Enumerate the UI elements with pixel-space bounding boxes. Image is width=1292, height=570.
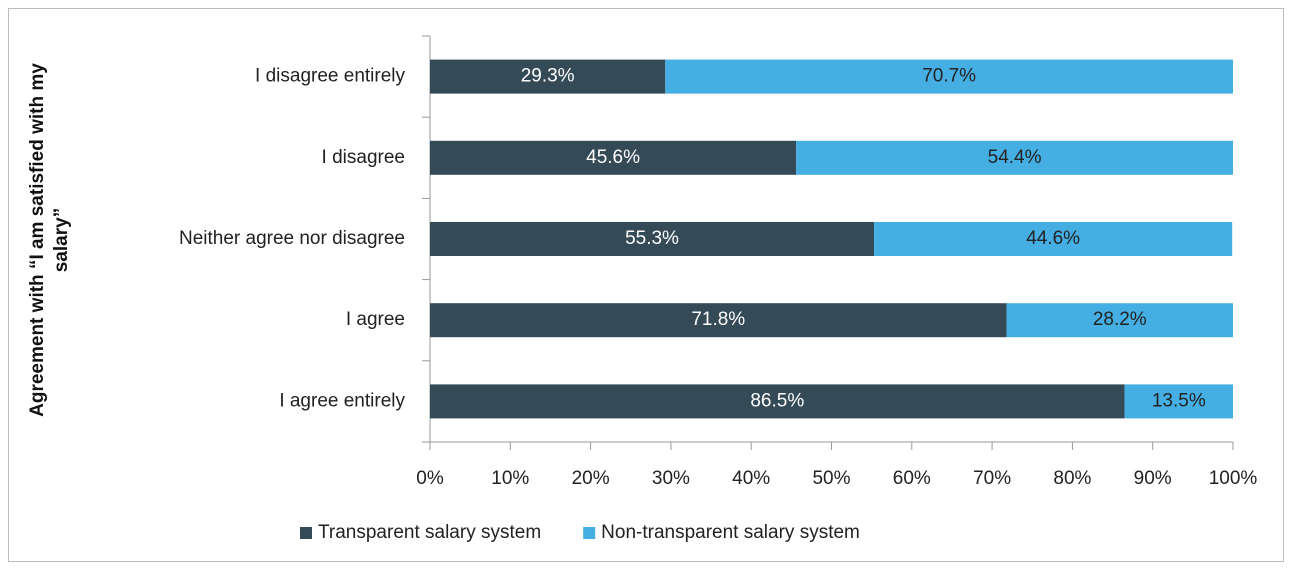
data-label: 86.5% [750, 390, 804, 411]
legend-label: Non-transparent salary system [601, 522, 860, 543]
bar-segment [430, 303, 1007, 338]
data-label: 71.8% [691, 309, 745, 330]
bar-segment [430, 384, 1125, 419]
chart-border [8, 8, 1284, 562]
y-tick-label: I disagree entirely [255, 66, 405, 87]
data-label: 29.3% [521, 66, 575, 87]
x-tick-label: 80% [1053, 468, 1091, 489]
legend-swatch [583, 527, 596, 539]
x-tick-label: 60% [893, 468, 931, 489]
bar-segment [430, 140, 797, 175]
data-label: 54.4% [988, 147, 1042, 168]
x-tick-label: 30% [652, 468, 690, 489]
bar-segment [796, 140, 1233, 175]
y-axis-title: Agreement with “I am satisfied with my s… [27, 63, 72, 417]
x-tick-label: 40% [732, 468, 770, 489]
bar-segment [1124, 384, 1233, 419]
data-label: 45.6% [586, 147, 640, 168]
bar-segment [665, 59, 1233, 94]
x-tick-label: 0% [416, 468, 444, 489]
bar-segment [430, 59, 666, 94]
x-tick-label: 20% [572, 468, 610, 489]
data-label: 28.2% [1093, 309, 1147, 330]
x-tick-label: 90% [1134, 468, 1172, 489]
bar-segment [874, 222, 1233, 256]
data-label: 44.6% [1026, 228, 1080, 249]
x-tick-label: 50% [812, 468, 850, 489]
y-tick-label: I agree entirely [279, 390, 405, 411]
y-tick-label: I disagree [322, 147, 405, 168]
x-tick-label: 100% [1209, 468, 1258, 489]
x-tick-label: 70% [973, 468, 1011, 489]
bar-segment [430, 222, 875, 256]
legend-label: Transparent salary system [318, 522, 541, 543]
data-label: 13.5% [1152, 390, 1206, 411]
y-tick-label: Neither agree nor disagree [179, 228, 405, 249]
data-label: 55.3% [625, 228, 679, 249]
x-tick-label: 10% [491, 468, 529, 489]
y-tick-label: I agree [346, 309, 405, 330]
legend-swatch [300, 527, 312, 539]
data-label: 70.7% [922, 66, 976, 87]
bar-segment [1006, 303, 1233, 338]
